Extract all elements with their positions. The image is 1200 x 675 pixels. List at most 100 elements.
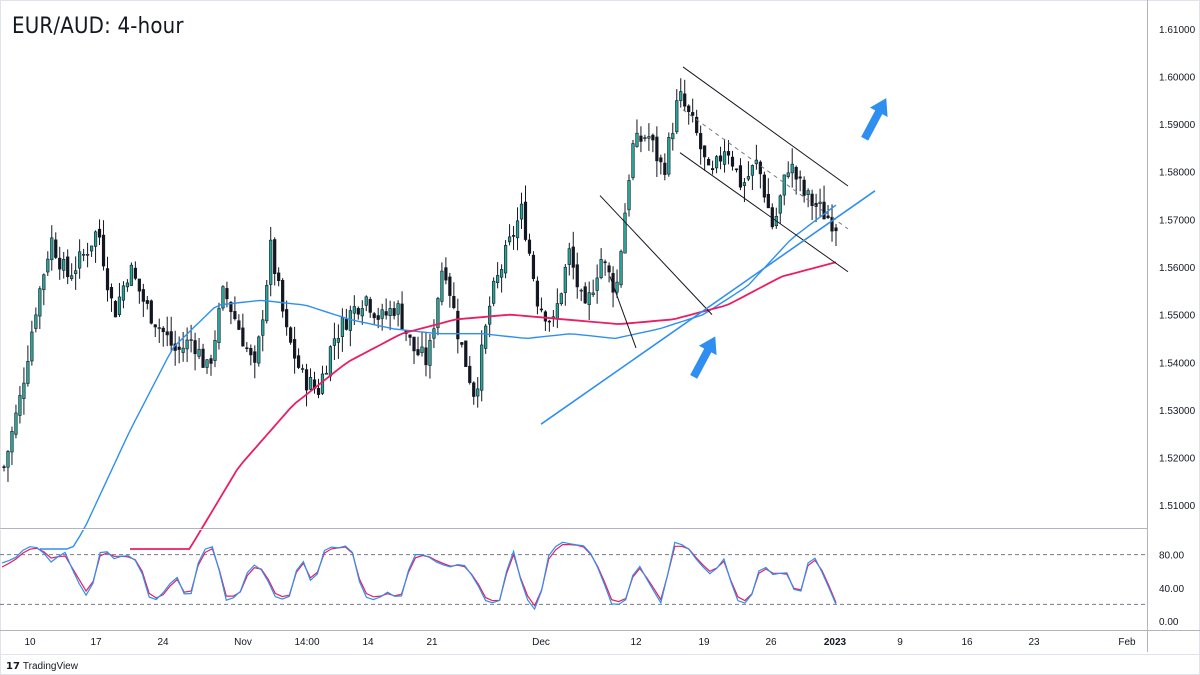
candle-body bbox=[201, 348, 205, 368]
candle-body bbox=[285, 309, 289, 328]
candle-body bbox=[567, 248, 571, 265]
candle-body bbox=[50, 237, 54, 261]
candle-body bbox=[344, 318, 348, 330]
candle-body bbox=[352, 306, 356, 314]
candle-body bbox=[62, 258, 66, 271]
candle-body bbox=[30, 331, 34, 362]
candle-body bbox=[535, 280, 540, 307]
tradingview-brand-text: TradingView bbox=[22, 661, 78, 672]
trend-arrow-shape bbox=[861, 98, 888, 141]
candle-body bbox=[492, 280, 496, 304]
candle-body bbox=[707, 158, 711, 166]
candle-body bbox=[2, 466, 6, 468]
price-tick-label: 1.58000 bbox=[1159, 168, 1196, 179]
candle-body bbox=[750, 165, 755, 176]
candle-body bbox=[695, 116, 699, 134]
candle-body bbox=[591, 292, 595, 296]
candle-body bbox=[830, 216, 834, 232]
candle-body bbox=[261, 319, 265, 336]
candle-body bbox=[834, 227, 838, 232]
candle-body bbox=[762, 174, 766, 198]
candle-body bbox=[531, 254, 536, 279]
candle-body bbox=[328, 346, 333, 377]
price-tick-label: 1.56000 bbox=[1159, 263, 1196, 274]
candle-body bbox=[488, 305, 492, 325]
candle-body bbox=[571, 246, 575, 268]
candle-body bbox=[277, 272, 281, 282]
candle-body bbox=[58, 257, 62, 270]
candle-body bbox=[583, 286, 587, 304]
candle-body bbox=[794, 166, 798, 180]
candle-body bbox=[675, 100, 679, 133]
candle-body bbox=[607, 265, 611, 273]
candle-body bbox=[320, 373, 325, 394]
time-tick-label: 23 bbox=[1028, 637, 1040, 648]
candle-body bbox=[213, 340, 217, 361]
candle-body bbox=[281, 279, 285, 312]
candle-body bbox=[424, 347, 428, 366]
candle-body bbox=[563, 266, 567, 293]
candle-body bbox=[555, 303, 559, 320]
candle-body bbox=[790, 163, 794, 174]
candle-body bbox=[527, 239, 532, 254]
candle-body bbox=[384, 311, 388, 316]
candle-body bbox=[758, 161, 762, 175]
flag-upper-trendline bbox=[599, 195, 713, 315]
candle-body bbox=[730, 156, 735, 167]
candle-body bbox=[476, 388, 480, 397]
candle-body bbox=[296, 355, 301, 368]
candle-body bbox=[197, 348, 201, 357]
candle-body bbox=[141, 289, 145, 302]
candle-body bbox=[101, 234, 106, 267]
candle-body bbox=[304, 369, 309, 391]
time-tick-label: 26 bbox=[765, 637, 777, 648]
candle-body bbox=[710, 168, 715, 171]
price-tick-label: 1.52000 bbox=[1159, 454, 1196, 465]
candle-body bbox=[300, 368, 305, 370]
candle-body bbox=[189, 339, 193, 341]
candle-body bbox=[185, 339, 189, 350]
candle-body bbox=[420, 346, 424, 354]
candle-body bbox=[806, 190, 810, 195]
candle-body bbox=[34, 314, 38, 329]
candle-body bbox=[380, 309, 384, 319]
candle-body bbox=[687, 105, 691, 113]
candle-body bbox=[265, 285, 269, 322]
oscillator-tick-label: 40.00 bbox=[1159, 584, 1184, 595]
time-tick-label: Feb bbox=[1118, 637, 1136, 648]
candle-body bbox=[97, 228, 102, 238]
candle-body bbox=[125, 282, 130, 288]
candle-body bbox=[496, 275, 500, 283]
candle-body bbox=[308, 377, 313, 390]
candle-body bbox=[109, 287, 114, 299]
time-tick-label: 19 bbox=[698, 637, 710, 648]
candle-body bbox=[324, 372, 329, 375]
candle-body bbox=[400, 303, 404, 330]
candle-body bbox=[507, 236, 512, 243]
candle-body bbox=[368, 299, 372, 313]
tradingview-logo[interactable]: 17 TradingView bbox=[6, 661, 78, 672]
candle-body bbox=[623, 212, 627, 254]
candle-body bbox=[105, 268, 110, 291]
candle-body bbox=[117, 296, 122, 315]
candle-body bbox=[22, 382, 26, 399]
candle-body bbox=[153, 324, 157, 328]
candle-body bbox=[663, 162, 667, 175]
candle-body bbox=[484, 325, 488, 349]
time-tick-label: 12 bbox=[630, 637, 642, 648]
flag-lower-trendline bbox=[609, 276, 637, 349]
candle-body bbox=[627, 180, 631, 211]
candle-body bbox=[464, 340, 468, 367]
candle-body bbox=[18, 395, 22, 416]
candle-body bbox=[237, 320, 241, 330]
candle-body bbox=[802, 179, 806, 196]
candle-body bbox=[54, 239, 58, 258]
candle-body bbox=[348, 310, 352, 331]
candle-body bbox=[659, 157, 663, 163]
candle-body bbox=[82, 253, 86, 256]
candle-body bbox=[691, 112, 695, 116]
candle-body bbox=[233, 311, 237, 320]
candle-body bbox=[503, 245, 508, 274]
candle-body bbox=[253, 351, 257, 363]
